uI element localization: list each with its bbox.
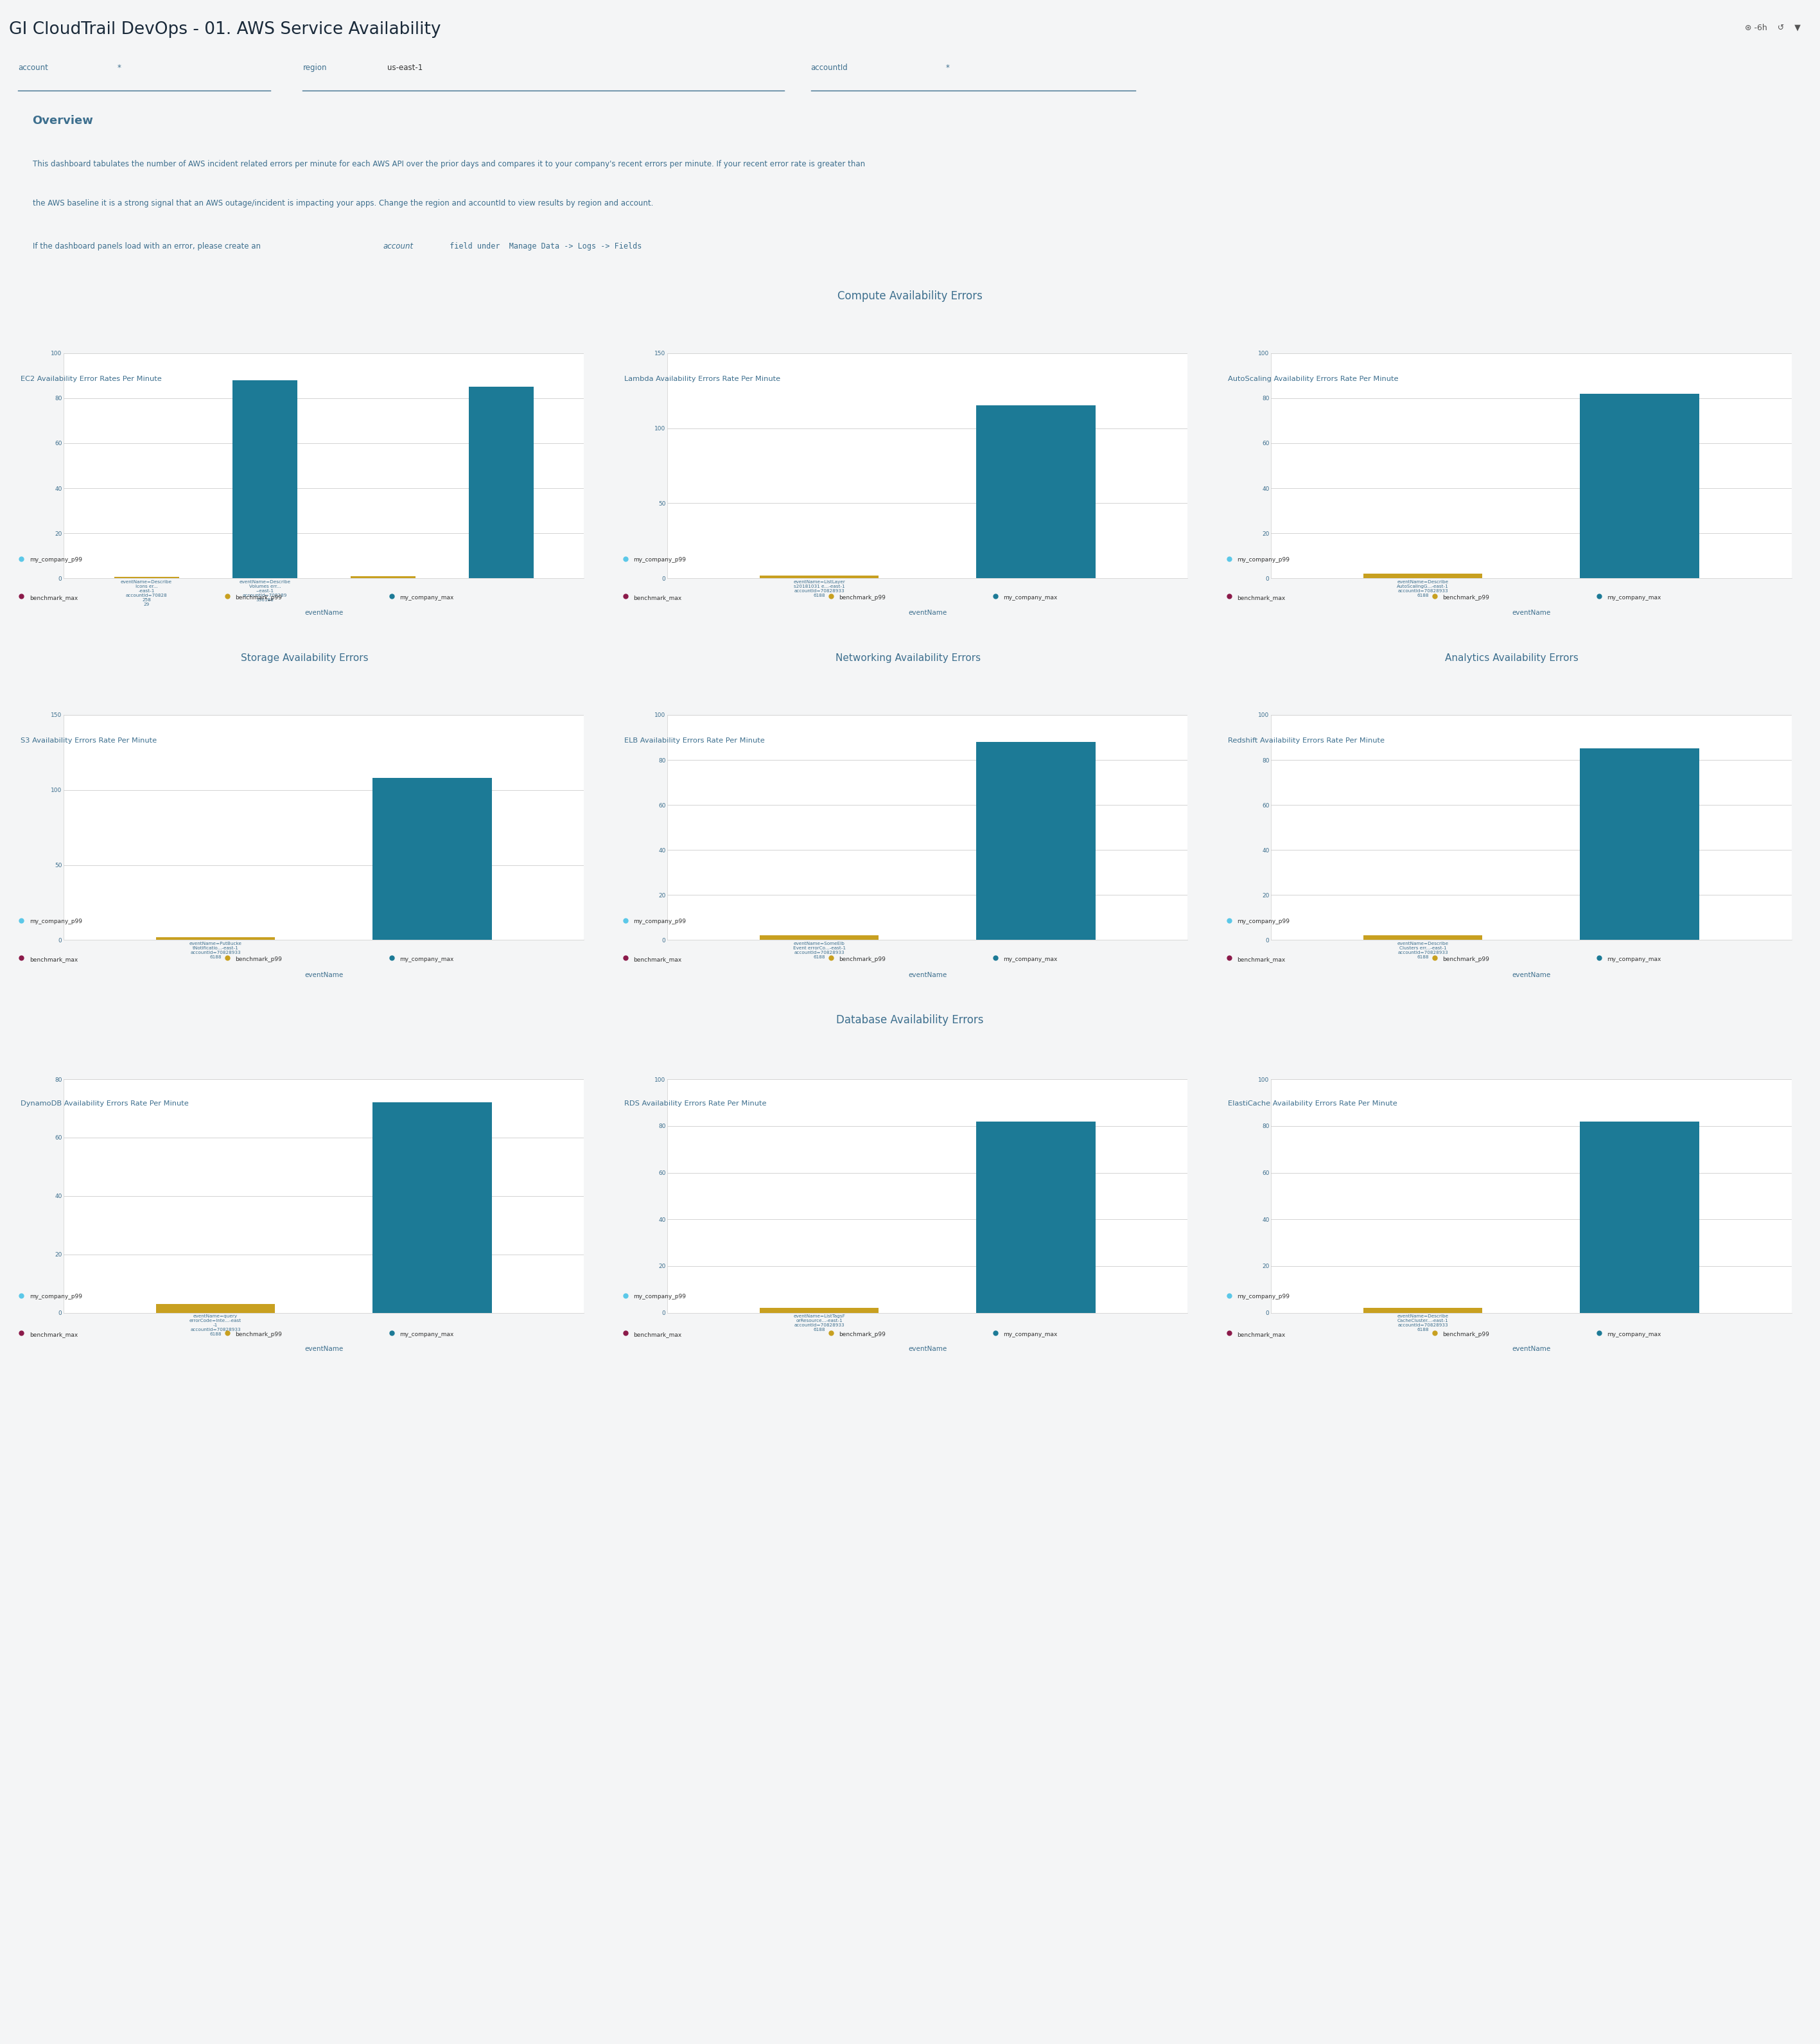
Bar [157, 1304, 275, 1312]
Text: EC2 Availability Error Rates Per Minute: EC2 Availability Error Rates Per Minute [20, 376, 162, 382]
Text: RDS Availability Errors Rate Per Minute: RDS Availability Errors Rate Per Minute [624, 1100, 766, 1108]
Text: *: * [116, 63, 120, 72]
Text: my_company_max: my_company_max [1607, 957, 1662, 963]
Text: Storage Availability Errors: Storage Availability Errors [240, 654, 368, 662]
Text: my_company_max: my_company_max [400, 1331, 453, 1337]
Bar [759, 1308, 879, 1312]
Bar [976, 1122, 1096, 1312]
Text: benchmark_p99: benchmark_p99 [1443, 1331, 1489, 1337]
Text: eventName: eventName [908, 1345, 946, 1351]
Text: benchmark_max: benchmark_max [1238, 957, 1285, 963]
Text: eventName: eventName [304, 971, 344, 977]
Text: benchmark_p99: benchmark_p99 [839, 595, 886, 601]
Text: benchmark_max: benchmark_max [29, 595, 78, 601]
Text: Redshift Availability Errors Rate Per Minute: Redshift Availability Errors Rate Per Mi… [1228, 738, 1385, 744]
Text: my_company_max: my_company_max [1607, 595, 1662, 601]
Bar [1363, 574, 1483, 578]
Text: eventName: eventName [1512, 609, 1551, 615]
Text: If the dashboard panels load with an error, please create an: If the dashboard panels load with an err… [33, 241, 262, 251]
Bar [1363, 1308, 1483, 1312]
Text: Analytics Availability Errors: Analytics Availability Errors [1445, 654, 1578, 662]
Text: my_company_max: my_company_max [1003, 957, 1057, 963]
Text: Database Availability Errors: Database Availability Errors [837, 1014, 983, 1026]
Text: benchmark_max: benchmark_max [1238, 1331, 1285, 1337]
Text: my_company_max: my_company_max [1607, 1331, 1662, 1337]
Text: benchmark_max: benchmark_max [633, 1331, 682, 1337]
Text: GI CloudTrail DevOps - 01. AWS Service Availability: GI CloudTrail DevOps - 01. AWS Service A… [9, 20, 440, 39]
Bar [233, 380, 297, 578]
Text: my_company_p99: my_company_p99 [633, 1294, 686, 1300]
Text: benchmark_max: benchmark_max [29, 957, 78, 963]
Text: my_company_p99: my_company_p99 [1238, 918, 1290, 924]
Text: eventName: eventName [908, 971, 946, 977]
Bar [373, 1102, 491, 1312]
Text: Networking Availability Errors: Networking Availability Errors [835, 654, 981, 662]
Text: benchmark_p99: benchmark_p99 [1443, 595, 1489, 601]
Text: my_company_p99: my_company_p99 [29, 556, 82, 562]
Text: my_company_p99: my_company_p99 [633, 918, 686, 924]
Text: *: * [946, 63, 950, 72]
Text: S3 Availability Errors Rate Per Minute: S3 Availability Errors Rate Per Minute [20, 738, 157, 744]
Bar [470, 386, 533, 578]
Text: benchmark_p99: benchmark_p99 [235, 957, 282, 963]
Bar [373, 779, 491, 940]
Bar [759, 574, 879, 578]
Bar [157, 936, 275, 940]
Text: the AWS baseline it is a strong signal that an AWS outage/incident is impacting : the AWS baseline it is a strong signal t… [33, 198, 653, 208]
Bar [351, 576, 415, 578]
Text: field under  Manage Data -> Logs -> Fields: field under Manage Data -> Logs -> Field… [446, 241, 642, 251]
Text: eventName: eventName [304, 609, 344, 615]
Text: eventName: eventName [304, 1345, 344, 1351]
Text: eventName: eventName [908, 609, 946, 615]
Bar [1580, 1122, 1700, 1312]
Text: benchmark_max: benchmark_max [633, 595, 682, 601]
Bar [759, 936, 879, 940]
Text: Lambda Availability Errors Rate Per Minute: Lambda Availability Errors Rate Per Minu… [624, 376, 781, 382]
Text: ElastiCache Availability Errors Rate Per Minute: ElastiCache Availability Errors Rate Per… [1228, 1100, 1398, 1108]
Text: Compute Availability Errors: Compute Availability Errors [837, 290, 983, 303]
Text: benchmark_max: benchmark_max [1238, 595, 1285, 601]
Text: my_company_max: my_company_max [1003, 595, 1057, 601]
Text: my_company_p99: my_company_p99 [633, 556, 686, 562]
Text: account: account [18, 63, 47, 72]
Bar [1580, 394, 1700, 578]
Text: ⊛ -6h    ↺    ▼: ⊛ -6h ↺ ▼ [1745, 22, 1800, 31]
Text: eventName: eventName [1512, 971, 1551, 977]
Text: ELB Availability Errors Rate Per Minute: ELB Availability Errors Rate Per Minute [624, 738, 764, 744]
Text: DynamoDB Availability Errors Rate Per Minute: DynamoDB Availability Errors Rate Per Mi… [20, 1100, 189, 1108]
Text: my_company_p99: my_company_p99 [29, 1294, 82, 1300]
Text: my_company_p99: my_company_p99 [1238, 1294, 1290, 1300]
Text: accountId: accountId [812, 63, 848, 72]
Text: us-east-1: us-east-1 [388, 63, 422, 72]
Text: my_company_p99: my_company_p99 [1238, 556, 1290, 562]
Bar [1363, 936, 1483, 940]
Text: benchmark_p99: benchmark_p99 [235, 595, 282, 601]
Text: benchmark_p99: benchmark_p99 [235, 1331, 282, 1337]
Text: benchmark_p99: benchmark_p99 [839, 1331, 886, 1337]
Text: Overview: Overview [33, 114, 93, 127]
Bar [1580, 748, 1700, 940]
Text: This dashboard tabulates the number of AWS incident related errors per minute fo: This dashboard tabulates the number of A… [33, 159, 864, 168]
Text: benchmark_max: benchmark_max [633, 957, 682, 963]
Text: my_company_max: my_company_max [1003, 1331, 1057, 1337]
Text: my_company_p99: my_company_p99 [29, 918, 82, 924]
Text: my_company_max: my_company_max [400, 957, 453, 963]
Text: AutoScaling Availability Errors Rate Per Minute: AutoScaling Availability Errors Rate Per… [1228, 376, 1398, 382]
Text: benchmark_max: benchmark_max [29, 1331, 78, 1337]
Text: eventName: eventName [1512, 1345, 1551, 1351]
Bar [976, 742, 1096, 940]
Text: my_company_max: my_company_max [400, 595, 453, 601]
Text: account: account [382, 241, 413, 251]
Bar [976, 405, 1096, 578]
Text: benchmark_p99: benchmark_p99 [839, 957, 886, 963]
Text: region: region [302, 63, 328, 72]
Text: benchmark_p99: benchmark_p99 [1443, 957, 1489, 963]
